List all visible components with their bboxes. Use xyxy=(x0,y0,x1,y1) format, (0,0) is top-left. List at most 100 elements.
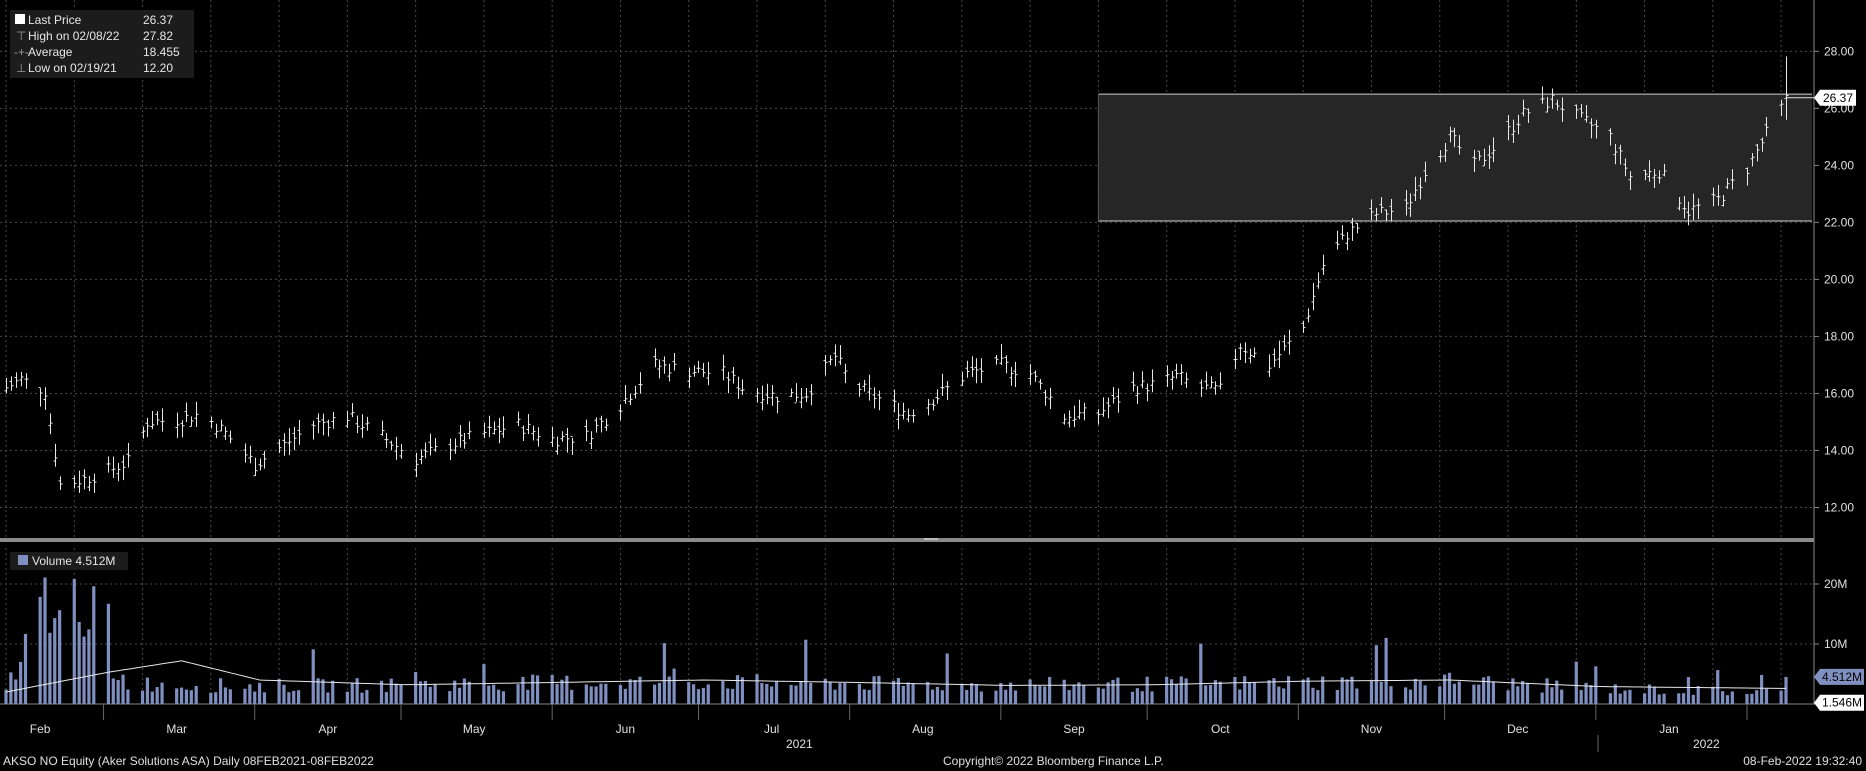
volume-bar xyxy=(731,688,735,704)
footer-ticker: AKSO NO Equity (Aker Solutions ASA) Dail… xyxy=(3,754,374,768)
volume-bar xyxy=(111,678,115,704)
volume-bar xyxy=(1452,683,1456,704)
volume-bar xyxy=(857,683,862,704)
volume-bar xyxy=(1486,676,1491,704)
volume-bar xyxy=(667,676,671,704)
high-marker-icon: ⊤ xyxy=(16,29,27,43)
volume-bar xyxy=(692,684,696,704)
volume-bar xyxy=(106,603,111,704)
volume-bar xyxy=(150,691,154,704)
volume-bar xyxy=(72,579,76,704)
volume-bar xyxy=(1482,677,1486,704)
volume-bar xyxy=(1511,678,1515,704)
volume-bar xyxy=(228,689,232,704)
volume-bar xyxy=(1199,643,1203,704)
month-tick-label: Oct xyxy=(1211,722,1230,736)
volume-bar xyxy=(940,690,944,704)
volume-bar xyxy=(1384,637,1388,704)
volume-bar xyxy=(1208,684,1213,704)
volume-bar xyxy=(1374,645,1378,704)
volume-bar xyxy=(14,679,18,704)
volume-bar xyxy=(1755,690,1759,704)
volume-bar xyxy=(1033,684,1037,704)
volume-bar xyxy=(1579,689,1583,704)
volume-bar xyxy=(189,690,193,704)
month-tick-label: Apr xyxy=(319,722,338,736)
month-tick-label: Jul xyxy=(764,722,779,736)
last-price-legend-swatch xyxy=(10,12,28,28)
volume-bar xyxy=(706,684,710,704)
volume-bar xyxy=(1335,690,1339,704)
volume-bar xyxy=(321,679,325,704)
volume-bar xyxy=(662,643,666,704)
volume-bar xyxy=(77,622,81,704)
volume-bar xyxy=(1389,686,1393,704)
volume-bar xyxy=(1657,694,1661,704)
volume-bar xyxy=(1355,688,1359,704)
volume-bar xyxy=(87,629,91,704)
price-axis-tick-label: 28.00 xyxy=(1824,44,1854,58)
volume-bar xyxy=(379,680,384,704)
volume-bar xyxy=(774,681,779,704)
volume-bar xyxy=(623,688,627,704)
volume-bar xyxy=(994,690,998,704)
volume-bar xyxy=(594,686,598,704)
volume-bar xyxy=(1350,676,1354,704)
volume-bar xyxy=(121,674,125,704)
month-tick-label: Mar xyxy=(166,722,187,736)
volume-bar xyxy=(1725,695,1730,704)
volume-bar xyxy=(82,636,86,704)
volume-bar xyxy=(1116,677,1120,704)
volume-bar xyxy=(565,675,569,704)
volume-bar xyxy=(1438,686,1442,704)
volume-bar xyxy=(140,690,145,704)
volume-bar xyxy=(331,680,335,704)
volume-bar xyxy=(355,678,359,704)
volume-bar xyxy=(653,684,657,704)
volume-bar xyxy=(960,683,964,704)
volume-bar xyxy=(599,683,603,704)
volume-bar xyxy=(48,632,52,704)
volume-bar xyxy=(560,679,564,704)
volume-bar xyxy=(1267,680,1271,704)
volume-bar xyxy=(1009,682,1013,704)
price-axis-tick-label: 14.00 xyxy=(1824,443,1854,457)
volume-bar xyxy=(1443,674,1447,704)
volume-bar xyxy=(58,610,62,704)
volume-bar xyxy=(799,681,803,704)
volume-bar xyxy=(194,686,198,704)
volume-bar xyxy=(1447,672,1452,704)
volume-bar xyxy=(906,682,910,704)
volume-bar xyxy=(1472,684,1476,704)
volume-bar xyxy=(1282,688,1286,704)
volume-bar xyxy=(1716,670,1720,704)
volume-bar xyxy=(867,689,871,704)
volume-bar xyxy=(92,586,96,704)
volume-legend-swatch xyxy=(10,553,28,569)
volume-bar xyxy=(155,687,159,704)
volume-bar xyxy=(214,692,218,704)
volume-bar xyxy=(350,682,354,704)
volume-bar xyxy=(1506,690,1510,704)
volume-bar xyxy=(1662,693,1666,704)
volume-bar xyxy=(4,689,8,704)
volume-bar xyxy=(492,684,496,704)
volume-bar xyxy=(1628,689,1632,704)
volume-bar xyxy=(945,653,949,704)
volume-ma-tag xyxy=(1814,694,1864,711)
channel-box xyxy=(1098,94,1812,221)
volume-bar xyxy=(365,689,369,704)
volume-bar xyxy=(1686,677,1691,704)
volume-bar xyxy=(394,683,398,704)
volume-bar xyxy=(687,682,691,704)
volume-bar xyxy=(891,680,896,704)
volume-bar xyxy=(570,689,574,704)
month-tick-label: Dec xyxy=(1507,722,1528,736)
volume-bar xyxy=(1730,691,1734,704)
volume-bar xyxy=(19,661,23,704)
volume-bar xyxy=(1623,690,1627,704)
volume-bar xyxy=(969,683,974,704)
volume-bar xyxy=(1082,685,1086,704)
volume-bar xyxy=(1613,684,1617,704)
month-tick-label: May xyxy=(463,722,486,736)
